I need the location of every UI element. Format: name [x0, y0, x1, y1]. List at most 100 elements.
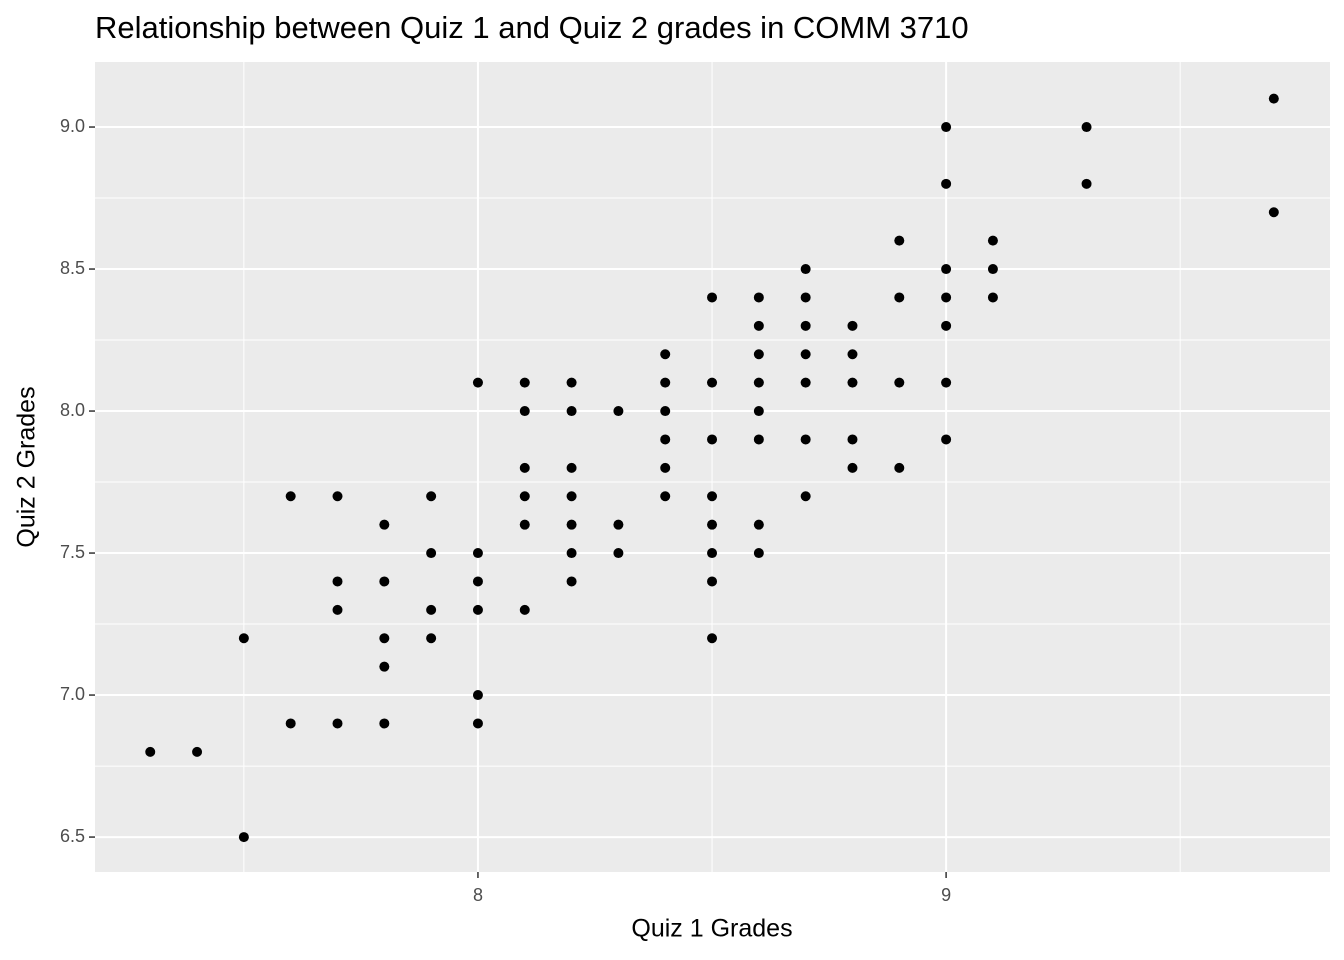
point	[332, 604, 343, 615]
y-tick-label: 8.5	[60, 258, 85, 278]
point	[426, 633, 437, 644]
point	[1081, 122, 1092, 133]
point	[847, 462, 858, 473]
point	[987, 292, 998, 303]
point	[707, 633, 718, 644]
point	[472, 718, 483, 729]
y-tick-label: 8.0	[60, 400, 85, 420]
point	[660, 434, 671, 445]
point	[426, 548, 437, 559]
point	[753, 434, 764, 445]
point	[941, 377, 952, 388]
point	[613, 548, 624, 559]
point	[660, 491, 671, 502]
point	[379, 519, 390, 530]
point	[753, 349, 764, 360]
point	[800, 434, 811, 445]
x-tick-label: 9	[941, 885, 951, 905]
point	[519, 604, 530, 615]
point	[613, 406, 624, 417]
point	[941, 434, 952, 445]
point	[566, 491, 577, 502]
point	[941, 264, 952, 275]
point	[566, 377, 577, 388]
point	[332, 718, 343, 729]
y-tick-label: 7.0	[60, 684, 85, 704]
point	[707, 576, 718, 587]
y-tick-label: 7.5	[60, 542, 85, 562]
point	[519, 519, 530, 530]
x-tick-label: 8	[473, 885, 483, 905]
point	[472, 377, 483, 388]
point	[1268, 207, 1279, 218]
point	[753, 320, 764, 331]
point	[753, 548, 764, 559]
point	[894, 235, 905, 246]
point	[660, 349, 671, 360]
point	[847, 349, 858, 360]
point	[707, 434, 718, 445]
point	[145, 746, 156, 757]
y-axis-title: Quiz 2 Grades	[13, 386, 41, 547]
point	[332, 576, 343, 587]
point	[519, 406, 530, 417]
point	[707, 519, 718, 530]
point	[941, 292, 952, 303]
point	[894, 377, 905, 388]
point	[987, 235, 998, 246]
point	[519, 462, 530, 473]
point	[379, 576, 390, 587]
point	[566, 576, 577, 587]
point	[566, 462, 577, 473]
point	[472, 604, 483, 615]
point	[192, 746, 203, 757]
point	[426, 491, 437, 502]
point	[707, 548, 718, 559]
point	[707, 491, 718, 502]
point	[800, 349, 811, 360]
point	[847, 377, 858, 388]
point	[426, 604, 437, 615]
point	[1081, 178, 1092, 189]
point	[613, 519, 624, 530]
point	[660, 406, 671, 417]
point	[472, 690, 483, 701]
x-axis-title: Quiz 1 Grades	[631, 915, 792, 943]
point	[941, 320, 952, 331]
point	[800, 377, 811, 388]
y-tick-label: 6.5	[60, 826, 85, 846]
point	[472, 576, 483, 587]
point	[660, 377, 671, 388]
point	[707, 377, 718, 388]
point	[753, 292, 764, 303]
point	[800, 320, 811, 331]
point	[941, 122, 952, 133]
point	[472, 548, 483, 559]
chart-title: Relationship between Quiz 1 and Quiz 2 g…	[95, 10, 969, 45]
point	[847, 434, 858, 445]
point	[285, 491, 296, 502]
point	[707, 292, 718, 303]
point	[753, 406, 764, 417]
point	[800, 292, 811, 303]
y-tick-label: 9.0	[60, 116, 85, 136]
point	[894, 462, 905, 473]
point	[800, 264, 811, 275]
point	[1268, 93, 1279, 104]
point	[332, 491, 343, 502]
point	[941, 178, 952, 189]
point	[894, 292, 905, 303]
point	[566, 519, 577, 530]
point	[379, 661, 390, 672]
point	[987, 264, 998, 275]
point	[753, 377, 764, 388]
point	[519, 377, 530, 388]
point	[379, 718, 390, 729]
point	[847, 320, 858, 331]
point	[238, 832, 249, 843]
point	[519, 491, 530, 502]
point	[566, 406, 577, 417]
point	[285, 718, 296, 729]
point	[379, 633, 390, 644]
